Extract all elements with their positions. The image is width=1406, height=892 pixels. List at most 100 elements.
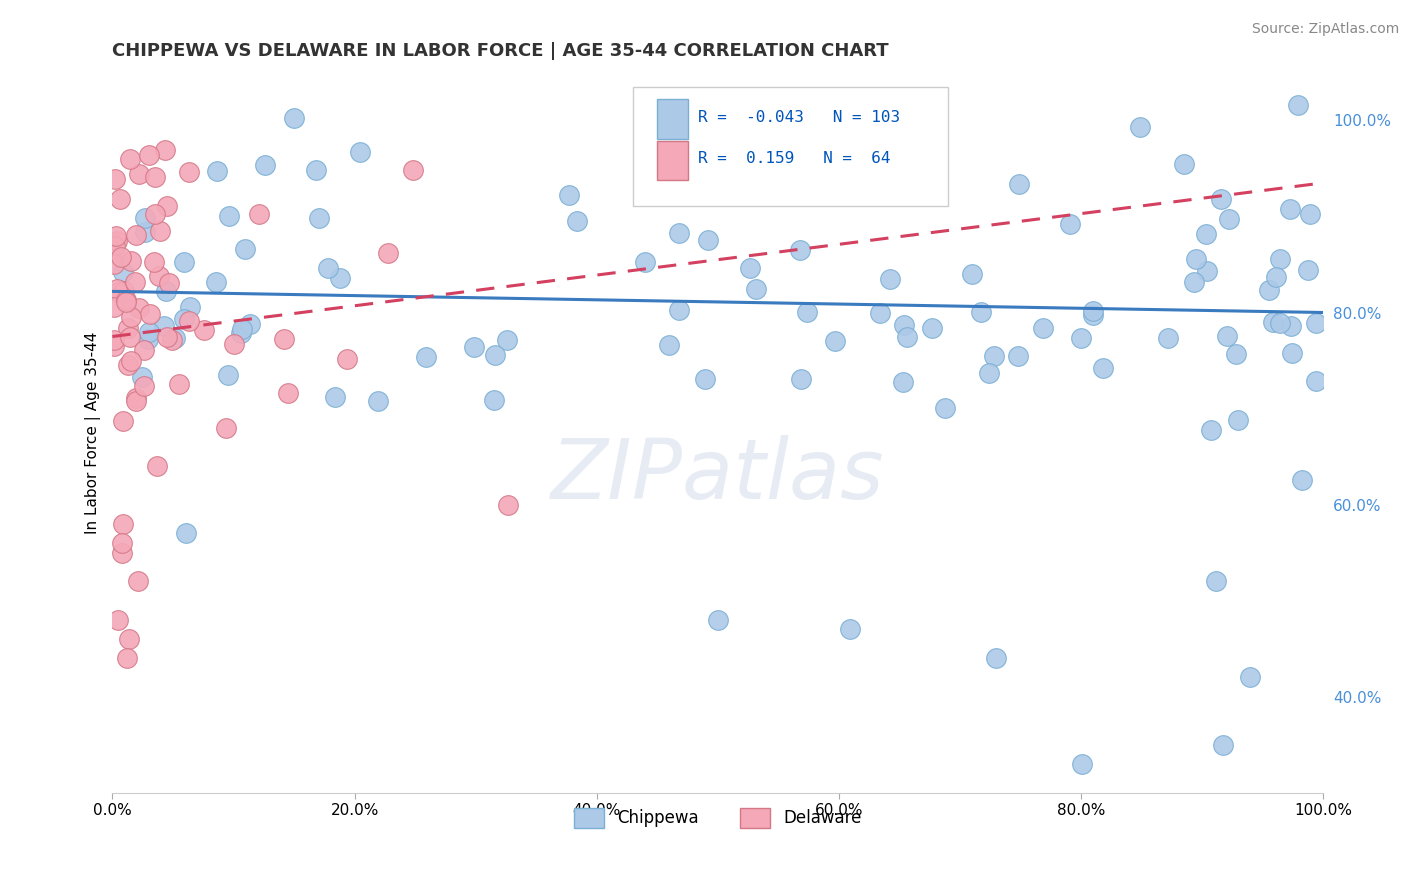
Point (921, 321, 943, 335)
Point (155, 284, 177, 298)
Point (104, 229, 127, 244)
Point (138, 148, 160, 162)
Point (496, 498, 519, 512)
Point (247, 207, 270, 221)
Point (896, 330, 918, 344)
Point (105, 234, 128, 248)
Point (1008, 177, 1031, 191)
Text: R =  0.159   N =  64: R = 0.159 N = 64 (699, 152, 891, 166)
Point (796, 305, 818, 319)
Point (104, 171, 127, 186)
Point (1218, 212, 1240, 227)
Point (377, 246, 399, 260)
Point (1225, 347, 1247, 361)
Point (111, 265, 134, 279)
Legend: Chippewa, Delaware: Chippewa, Delaware (567, 801, 869, 835)
Point (103, 239, 125, 253)
Point (893, 318, 915, 332)
Point (984, 651, 1007, 665)
Point (117, 358, 139, 372)
Point (115, 651, 138, 665)
Point (1182, 275, 1205, 289)
Point (139, 307, 162, 321)
Point (1305, 374, 1327, 388)
Point (128, 167, 150, 181)
Point (125, 394, 148, 409)
Point (1081, 304, 1104, 318)
Point (1070, 331, 1092, 345)
Point (484, 393, 506, 408)
Point (120, 330, 142, 344)
Point (132, 379, 155, 393)
Point (891, 375, 914, 389)
Point (823, 171, 845, 186)
Point (273, 332, 295, 346)
Point (115, 293, 138, 307)
Text: R =  -0.043   N = 103: R = -0.043 N = 103 (699, 110, 901, 125)
Point (839, 623, 862, 637)
Point (125, 392, 148, 406)
Point (977, 366, 1000, 380)
Point (205, 275, 228, 289)
Point (235, 242, 257, 256)
Point (165, 331, 187, 345)
Point (143, 255, 166, 269)
Point (103, 333, 125, 347)
Point (149, 224, 172, 238)
Point (173, 255, 195, 269)
Point (402, 163, 425, 178)
Point (1083, 308, 1105, 322)
Point (1258, 284, 1281, 298)
Point (110, 192, 132, 206)
Point (879, 272, 901, 286)
Point (231, 326, 253, 341)
Point (124, 275, 146, 289)
Point (173, 312, 195, 326)
Point (118, 632, 141, 646)
FancyBboxPatch shape (633, 87, 948, 206)
Y-axis label: In Labor Force | Age 35-44: In Labor Force | Age 35-44 (86, 331, 101, 533)
Point (1059, 217, 1081, 231)
Point (143, 170, 166, 185)
Point (224, 336, 246, 351)
Point (214, 421, 236, 435)
Point (205, 164, 228, 178)
Point (304, 162, 326, 177)
Point (217, 368, 239, 382)
Point (696, 233, 718, 247)
Point (934, 401, 956, 416)
Point (1239, 670, 1261, 684)
Point (1265, 269, 1288, 284)
Point (125, 227, 148, 242)
Point (111, 545, 134, 559)
Point (134, 225, 156, 239)
Point (1205, 574, 1227, 589)
Point (695, 372, 717, 386)
Point (283, 111, 305, 125)
Point (114, 294, 136, 309)
Point (983, 349, 1005, 363)
Point (143, 207, 166, 221)
Point (634, 254, 657, 268)
Point (484, 348, 506, 362)
Point (167, 377, 190, 392)
Point (463, 340, 485, 354)
Point (1195, 227, 1218, 241)
Point (789, 243, 811, 257)
Point (157, 276, 180, 290)
Text: CHIPPEWA VS DELAWARE IN LABOR FORCE | AGE 35-44 CORRELATION CHART: CHIPPEWA VS DELAWARE IN LABOR FORCE | AG… (112, 42, 889, 60)
Point (1157, 331, 1180, 345)
Point (111, 536, 134, 550)
Point (1032, 320, 1054, 334)
Point (558, 188, 581, 202)
Point (107, 613, 129, 627)
Point (1299, 207, 1322, 221)
Point (1227, 413, 1250, 427)
Point (231, 322, 253, 336)
Bar (657, 141, 688, 180)
Point (567, 214, 589, 228)
Point (1270, 316, 1292, 330)
Point (970, 305, 993, 319)
Point (1286, 97, 1309, 112)
Point (308, 211, 330, 225)
